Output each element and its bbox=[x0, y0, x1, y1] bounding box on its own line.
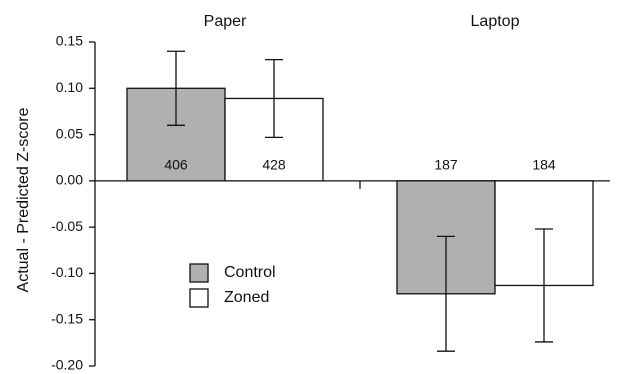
y-tick-label: 0.00 bbox=[56, 172, 83, 188]
error-bar bbox=[535, 228, 553, 343]
error-bar bbox=[437, 235, 455, 352]
error-bar bbox=[265, 58, 283, 138]
y-tick-label: 0.15 bbox=[56, 33, 83, 49]
legend-label: Zoned bbox=[224, 289, 269, 306]
error-bar bbox=[167, 50, 185, 126]
count-label: 406 bbox=[164, 157, 188, 173]
legend-swatch bbox=[189, 288, 209, 308]
y-axis-label: Actual - Predicted Z-score bbox=[15, 107, 32, 292]
count-label: 428 bbox=[262, 157, 286, 173]
y-tick-label: -0.20 bbox=[51, 357, 83, 373]
legend-swatch bbox=[189, 263, 209, 283]
category-label: Laptop bbox=[471, 13, 520, 30]
y-tick-label: 0.10 bbox=[56, 79, 83, 95]
count-label: 187 bbox=[434, 157, 458, 173]
y-tick-label: 0.05 bbox=[56, 125, 83, 141]
y-tick-label: -0.15 bbox=[51, 310, 83, 326]
y-tick-label: -0.05 bbox=[51, 218, 83, 234]
y-tick-label: -0.10 bbox=[51, 264, 83, 280]
count-label: 184 bbox=[532, 157, 556, 173]
legend-label: Control bbox=[224, 264, 276, 281]
category-label: Paper bbox=[204, 13, 247, 30]
